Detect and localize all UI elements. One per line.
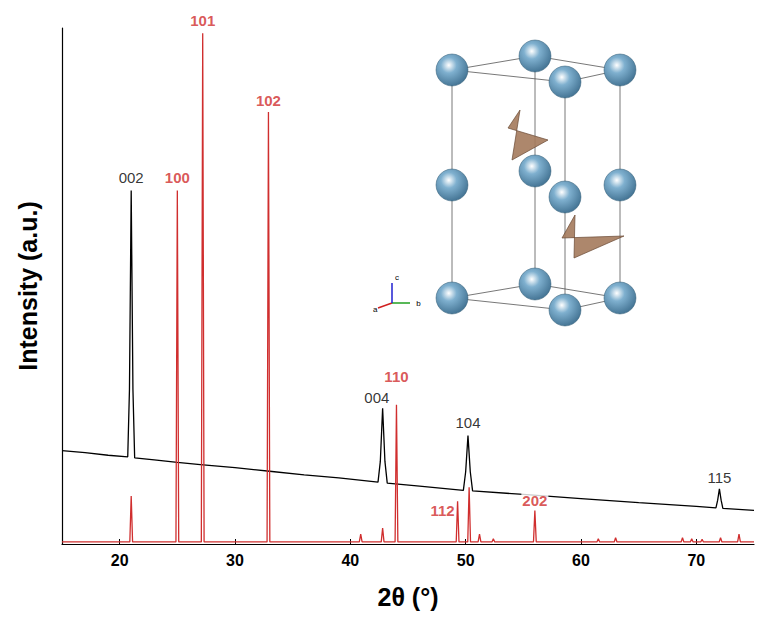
svg-text:202: 202 bbox=[522, 492, 547, 509]
svg-text:004: 004 bbox=[364, 389, 389, 406]
svg-text:20: 20 bbox=[111, 552, 129, 569]
svg-text:b: b bbox=[416, 299, 421, 308]
svg-text:002: 002 bbox=[119, 169, 144, 186]
svg-text:104: 104 bbox=[455, 414, 480, 431]
svg-text:100: 100 bbox=[165, 169, 190, 186]
svg-text:2θ (°): 2θ (°) bbox=[377, 583, 438, 611]
svg-text:101: 101 bbox=[190, 12, 215, 29]
svg-text:110: 110 bbox=[384, 368, 408, 385]
svg-text:102: 102 bbox=[256, 92, 281, 109]
svg-text:40: 40 bbox=[341, 552, 359, 569]
svg-text:60: 60 bbox=[572, 552, 590, 569]
svg-text:Intensity (a.u.): Intensity (a.u.) bbox=[14, 201, 42, 370]
svg-text:c: c bbox=[395, 273, 399, 282]
svg-text:112: 112 bbox=[430, 502, 454, 519]
svg-text:50: 50 bbox=[457, 552, 475, 569]
svg-text:70: 70 bbox=[687, 552, 705, 569]
svg-text:30: 30 bbox=[226, 552, 244, 569]
svg-text:115: 115 bbox=[707, 469, 731, 486]
svg-text:a: a bbox=[373, 305, 378, 314]
